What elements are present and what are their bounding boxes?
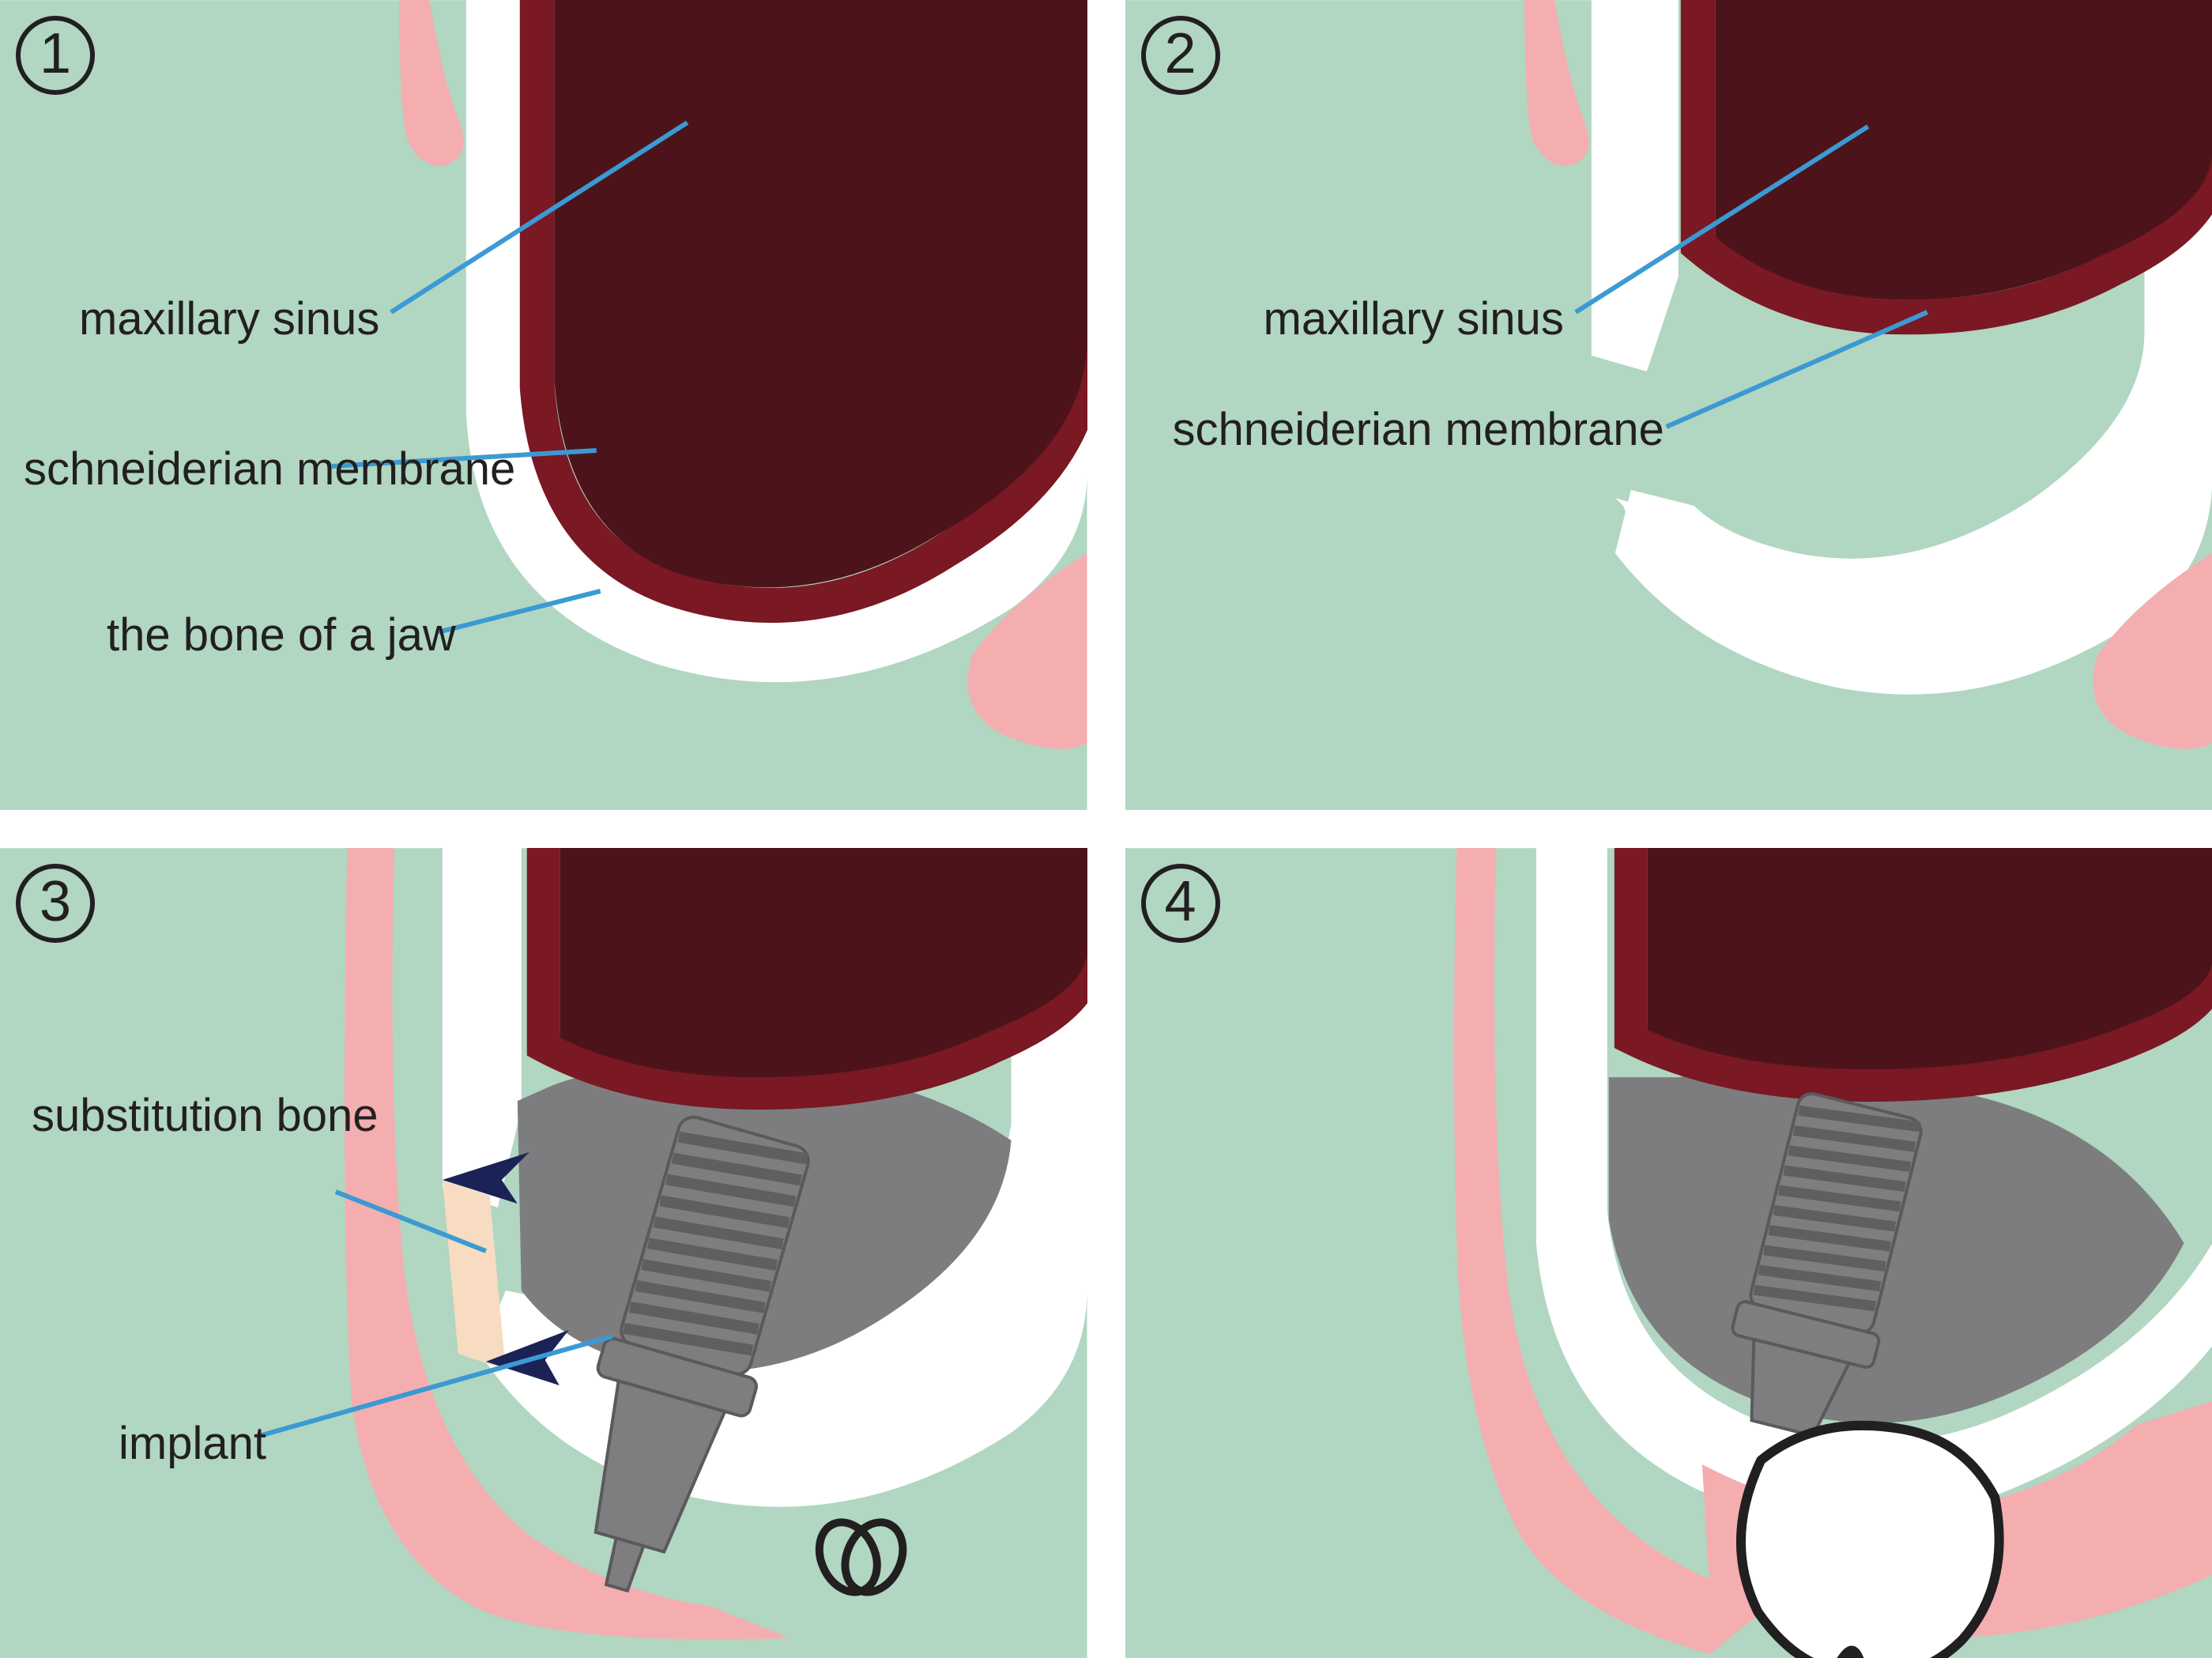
step-number: 1 [40,25,71,82]
label-schneiderian-membrane: schneiderian membrane [24,443,515,496]
panel-1: 1 maxillary sinus schneiderian membrane … [0,0,1087,810]
panel-2: 2 maxillary sinus schneiderian membrane [1125,0,2212,810]
panel-4-svg [1125,848,2212,1658]
label-schneiderian-membrane: schneiderian membrane [1173,403,1664,456]
step-badge-3: 3 [16,864,95,943]
label-maxillary-sinus: maxillary sinus [79,292,379,345]
step-number: 2 [1164,25,1196,82]
label-implant: implant [119,1417,266,1470]
label-jaw-bone: the bone of a jaw [107,609,456,661]
panel-3: 3 substitution bone implant [0,848,1087,1658]
panel-1-svg [0,0,1087,810]
step-number: 3 [40,873,71,930]
step-badge-4: 4 [1141,864,1220,943]
step-badge-1: 1 [16,16,95,95]
label-maxillary-sinus: maxillary sinus [1264,292,1564,345]
panel-3-svg [0,848,1087,1658]
step-number: 4 [1164,873,1196,930]
panel-4: 4 [1125,848,2212,1658]
diagram-grid: 1 maxillary sinus schneiderian membrane … [0,0,2212,1658]
step-badge-2: 2 [1141,16,1220,95]
label-substitution-bone: substitution bone [32,1089,379,1142]
